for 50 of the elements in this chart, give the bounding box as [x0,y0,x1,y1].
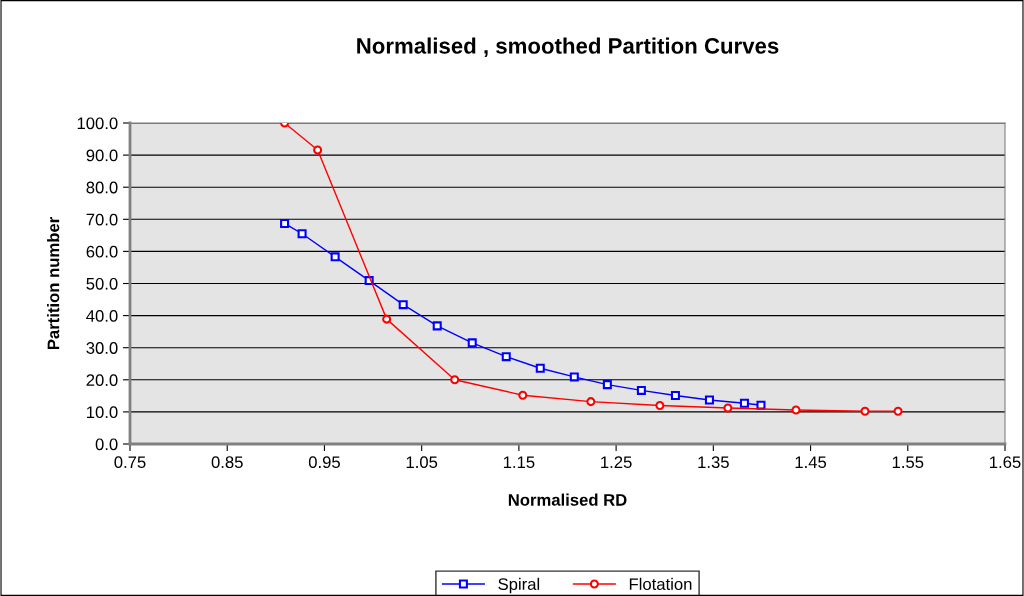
y-tick-label: 80.0 [86,181,118,194]
y-axis-title: Partition number [47,217,60,350]
legend-label: Flotation [629,577,692,591]
point [280,218,290,228]
y-tick-label: 30.0 [86,342,118,354]
point [723,403,733,413]
x-tick-label: 1.25 [601,456,632,469]
point [313,145,323,155]
y-tick-label: 50.0 [86,277,118,290]
point [501,352,511,362]
x-tick-label: 1.05 [406,456,438,469]
x-tick-label: 1.15 [503,456,535,469]
y-tick-label: 40.0 [86,310,118,322]
point [670,391,680,401]
point [467,338,477,348]
point [586,397,596,407]
y-tick-label: 60.0 [86,245,118,258]
y-tick-label: 20.0 [86,374,118,386]
point [893,406,903,416]
point [432,321,442,331]
point [518,390,528,400]
point [398,300,408,310]
point [297,229,307,239]
point [655,400,665,410]
point [382,314,392,324]
x-tick-label: 1.45 [795,456,827,469]
point [704,395,714,405]
y-tick-label: 10.0 [87,406,118,419]
point [569,372,579,382]
point [330,252,340,262]
point [860,406,870,416]
y-tick-label: 0.0 [95,438,118,451]
x-tick-label: 0.75 [114,456,146,469]
y-tick-label: 100.0 [77,117,118,130]
point [636,385,646,395]
point [450,375,460,385]
x-axis-title: Normalised RD [508,493,627,506]
y-tick-label: 90.0 [86,149,118,162]
x-tick-label: 1.65 [990,456,1021,469]
point [791,405,801,415]
point [739,398,749,408]
chart-title: Normalised , smoothed Partition Curves [357,37,779,57]
point [602,380,612,390]
x-tick-label: 0.85 [211,456,243,469]
x-tick-label: 0.95 [308,456,340,469]
legend-label: Spiral [498,577,540,594]
point [535,363,545,373]
x-tick-label: 1.55 [892,456,924,469]
x-tick-label: 1.35 [698,456,729,469]
y-tick-label: 70.0 [86,213,118,226]
